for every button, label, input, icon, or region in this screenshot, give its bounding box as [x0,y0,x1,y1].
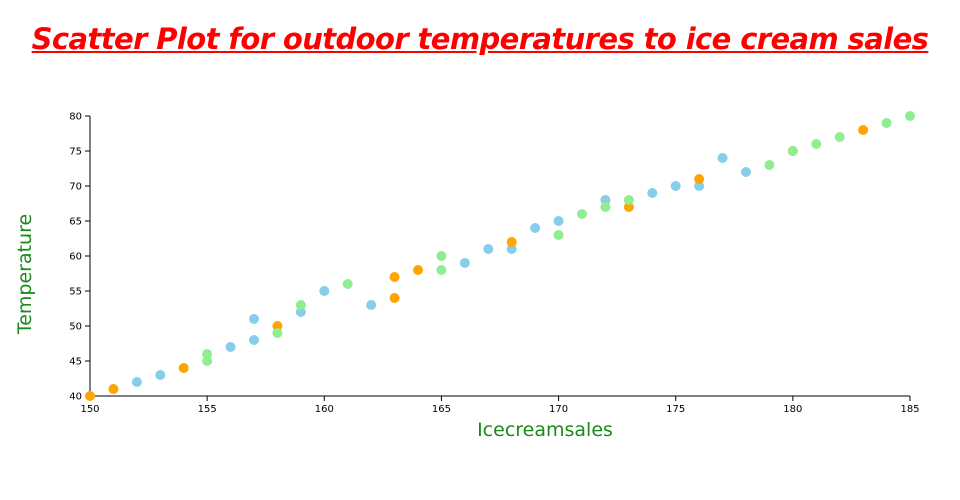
data-point [202,349,213,359]
y-axis-title: Temperature [14,214,36,335]
x-tick-label: 155 [198,404,217,415]
data-point [553,216,564,226]
x-tick-label: 165 [432,404,451,415]
data-point [506,244,517,254]
data-point [577,209,587,219]
data-point [600,202,611,212]
x-tick-label: 150 [80,404,99,415]
x-tick-label: 170 [549,404,568,415]
data-point [272,321,283,331]
data-point [85,391,95,401]
data-point [530,223,541,233]
data-point [413,265,423,275]
data-point [202,356,213,366]
data-point [694,181,705,191]
y-tick-label: 40 [69,392,82,403]
data-point [764,160,775,170]
y-tick-label: 45 [69,357,82,368]
axes: 150 155 160 165 170 175 180 185 40 45 50 55 60 65 70 75… [69,112,919,416]
y-tick-label: 60 [69,252,82,263]
x-tick-label: 180 [783,404,802,415]
data-point [717,153,728,163]
data-point [600,195,611,205]
data-point [459,258,470,268]
data-point [249,314,259,324]
data-point [623,202,634,212]
data-point [342,279,353,289]
data-point [436,251,447,261]
y-tick-label: 70 [69,182,82,193]
data-point [506,237,517,247]
data-point [553,230,564,240]
data-point [483,244,494,254]
x-tick-label: 175 [666,404,685,415]
data-points [85,111,915,401]
data-point [295,307,306,317]
chart-title: Scatter Plot for outdoor temperatures to… [31,22,929,56]
data-point [295,300,306,310]
y-tick-label: 50 [69,322,82,333]
data-point [811,139,822,149]
y-tick-label: 75 [69,147,82,158]
data-point [623,195,634,205]
data-point [741,167,751,177]
data-point [272,328,283,338]
data-point [905,111,915,121]
data-point [249,335,259,345]
data-point [694,174,705,184]
data-point [858,125,869,135]
data-point [389,272,400,282]
y-tick-label: 55 [69,287,82,298]
data-point [131,377,142,387]
data-point [670,181,681,191]
data-point [178,363,189,373]
data-point [366,300,377,310]
x-tick-label: 185 [900,404,919,415]
y-tick-label: 65 [69,217,82,228]
x-axis-title: Icecreamsales [477,419,613,441]
data-point [108,384,119,394]
data-point [834,132,845,142]
data-point [436,265,447,275]
data-point [881,118,892,128]
data-point [319,286,330,296]
x-tick-label: 160 [315,404,334,415]
data-point [647,188,658,198]
data-point [389,293,400,303]
data-point [787,146,798,156]
data-point [155,370,166,380]
y-tick-label: 80 [69,112,82,123]
data-point [225,342,236,352]
